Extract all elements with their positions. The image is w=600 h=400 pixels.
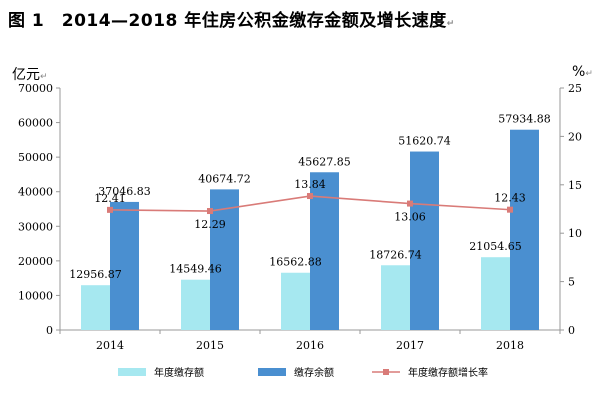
growth-rate-point [307, 193, 313, 200]
right-axis-tick-label: 25 [568, 82, 582, 95]
growth-rate-data-label: 12.29 [194, 218, 226, 231]
bar-deposit-balance [210, 189, 239, 330]
bar-annual-deposit [281, 272, 310, 330]
growth-rate-point [207, 208, 213, 215]
left-axis-tick-label: 10000 [18, 289, 53, 302]
growth-rate-point [407, 200, 413, 207]
legend-label-annual-deposit: 年度缴存额 [154, 366, 204, 379]
right-axis-unit-text: % [572, 64, 586, 80]
bar-annual-deposit [181, 279, 210, 330]
x-axis-tick-label: 2017 [396, 339, 424, 352]
legend-label-deposit-balance: 缴存余额 [294, 366, 334, 379]
deposit-balance-data-label: 45627.85 [298, 155, 351, 168]
legend-swatch-growth-rate-marker [383, 369, 389, 375]
paragraph-mark-icon: ↵ [446, 19, 455, 29]
paragraph-mark-icon: ↵ [585, 69, 593, 79]
deposit-balance-data-label: 40674.72 [198, 172, 251, 185]
deposit-balance-data-label: 57934.88 [498, 113, 551, 126]
annual-deposit-data-label: 14549.46 [169, 263, 222, 276]
bar-deposit-balance [110, 201, 139, 330]
right-axis-unit: %↵ [572, 64, 593, 80]
annual-deposit-data-label: 16562.88 [269, 256, 322, 269]
legend-swatch-deposit-balance [258, 368, 286, 376]
growth-rate-point [507, 206, 513, 213]
annual-deposit-data-label: 12956.87 [69, 268, 122, 281]
left-axis-unit: 亿元↵ [12, 64, 48, 84]
x-axis-tick-label: 2014 [96, 339, 124, 352]
left-axis-tick-label: 30000 [18, 220, 53, 233]
bar-deposit-balance [410, 151, 439, 330]
chart-title: 图 1 2014—2018 年住房公积金缴存金额及增长速度↵ [0, 6, 600, 31]
left-axis-unit-text: 亿元 [12, 67, 40, 83]
left-axis-tick-label: 60000 [18, 117, 53, 130]
right-axis-tick-label: 0 [568, 324, 575, 337]
right-axis-tick-label: 15 [568, 179, 582, 192]
chart-title-text: 图 1 2014—2018 年住房公积金缴存金额及增长速度 [8, 11, 447, 31]
left-axis-tick-label: 70000 [18, 82, 53, 95]
growth-rate-data-label: 13.06 [394, 211, 426, 224]
legend-swatch-annual-deposit [118, 368, 146, 376]
x-axis-tick-label: 2016 [296, 339, 324, 352]
bar-annual-deposit [81, 285, 110, 330]
right-axis-tick-label: 5 [568, 276, 575, 289]
left-axis-tick-label: 50000 [18, 151, 53, 164]
bar-annual-deposit [381, 265, 410, 330]
growth-rate-data-label: 12.43 [494, 192, 526, 205]
bar-deposit-balance [510, 129, 539, 330]
x-axis-tick-label: 2018 [496, 339, 524, 352]
legend-label-growth-rate: 年度缴存额增长率 [408, 366, 488, 379]
left-axis-tick-label: 20000 [18, 255, 53, 268]
left-axis-tick-label: 0 [46, 324, 53, 337]
right-axis-tick-label: 10 [568, 227, 582, 240]
paragraph-mark-icon: ↵ [40, 72, 48, 82]
x-axis-tick-label: 2015 [196, 339, 224, 352]
deposit-balance-data-label: 51620.74 [398, 135, 451, 148]
annual-deposit-data-label: 21054.65 [469, 240, 522, 253]
growth-rate-data-label: 12.41 [94, 192, 126, 205]
deposit-balance-data-label: 37046.83 [98, 185, 151, 198]
bar-annual-deposit [481, 257, 510, 330]
annual-deposit-data-label: 18726.74 [369, 248, 422, 261]
growth-rate-data-label: 13.84 [294, 178, 326, 191]
growth-rate-point [107, 206, 113, 213]
left-axis-tick-label: 40000 [18, 186, 53, 199]
right-axis-tick-label: 20 [568, 130, 582, 143]
